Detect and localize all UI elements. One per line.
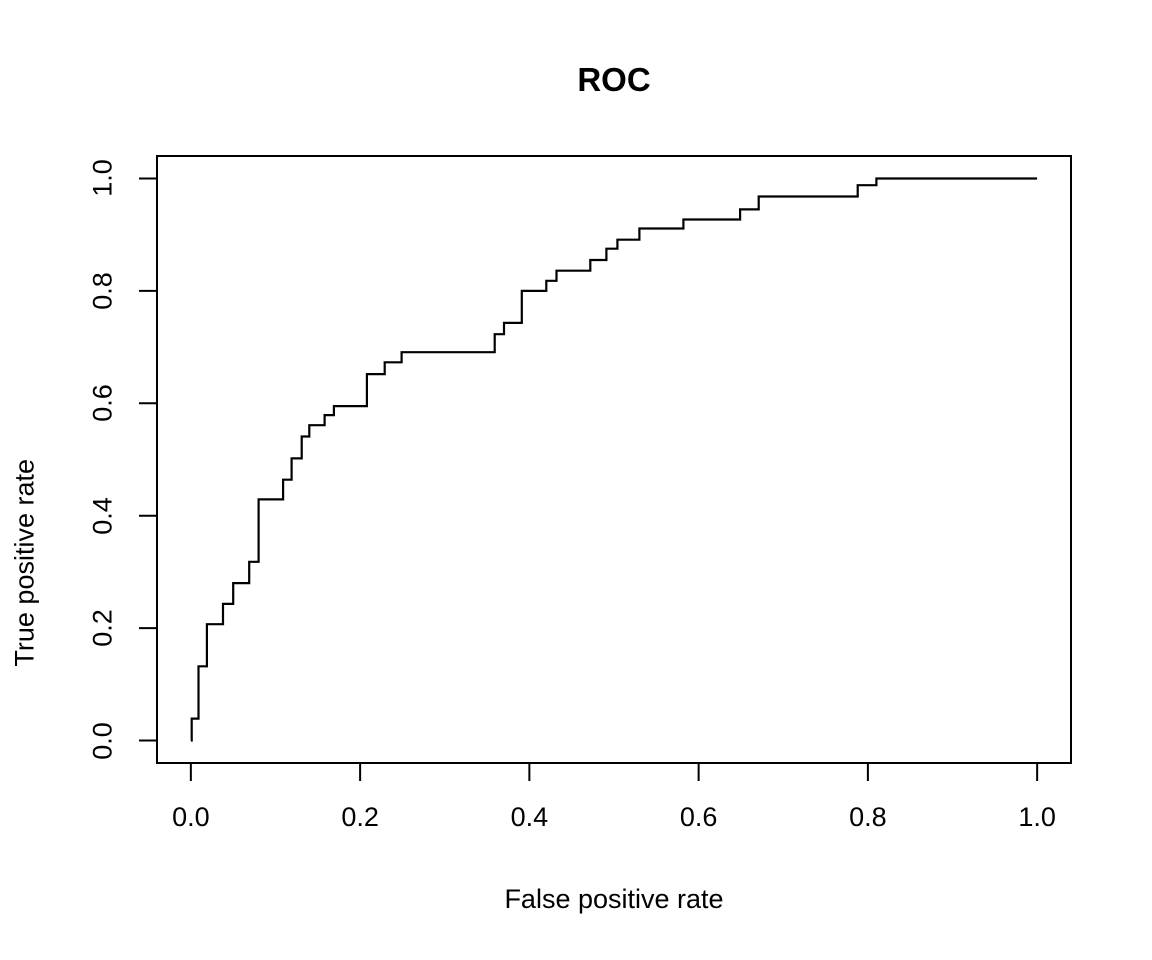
x-tick-label: 0.8 [849,802,887,832]
plot-box [156,155,1072,764]
y-tick-label: 0.8 [87,272,118,310]
x-tick-label: 0.0 [172,802,210,832]
y-tick-label: 0.2 [87,609,118,647]
roc-curve [190,177,1038,742]
y-tick-label: 1.0 [87,159,118,198]
y-tick-label: 0.0 [87,721,118,760]
y-tick-label: 0.4 [87,496,118,535]
x-tick-label: 0.4 [510,802,549,832]
x-axis-label: False positive rate [504,884,724,914]
x-tick-label: 1.0 [1018,802,1056,832]
x-tick-label: 0.2 [341,802,379,832]
chart-title: ROC [577,61,651,98]
x-tick-label: 0.6 [679,802,718,832]
y-tick-label: 0.6 [87,384,118,423]
